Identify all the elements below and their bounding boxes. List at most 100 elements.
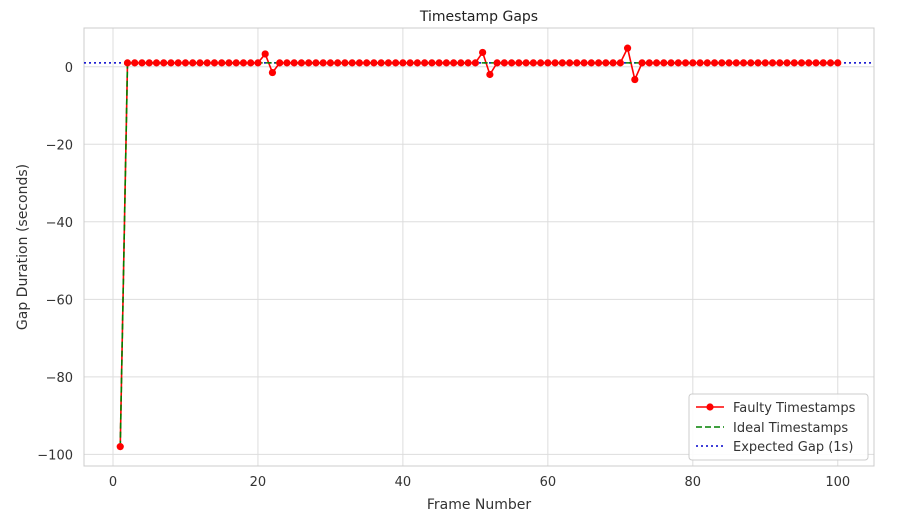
faulty-timestamp-point (834, 59, 842, 67)
faulty-timestamp-point (247, 59, 255, 67)
faulty-timestamp-point (210, 59, 219, 67)
faulty-timestamp-point (123, 59, 132, 67)
y-tick-label: −40 (46, 216, 73, 231)
faulty-timestamp-point (681, 59, 690, 67)
faulty-timestamp-point (355, 59, 364, 67)
faulty-timestamp-point (326, 59, 335, 67)
faulty-timestamp-point (754, 59, 762, 67)
faulty-timestamp-point (457, 59, 465, 67)
faulty-timestamp-point (196, 59, 204, 67)
faulty-timestamp-point (674, 59, 682, 67)
faulty-timestamp-point (623, 44, 632, 52)
x-tick-label: 80 (685, 475, 702, 490)
faulty-timestamp-point (225, 59, 233, 67)
faulty-timestamp-point (268, 68, 277, 77)
faulty-timestamp-point (558, 59, 566, 67)
faulty-timestamp-point (587, 59, 595, 67)
faulty-timestamp-point (116, 443, 124, 451)
faulty-timestamp-point (638, 59, 646, 67)
series-layer (84, 44, 874, 451)
faulty-timestamp-point (341, 59, 349, 67)
faulty-timestamp-point (276, 59, 284, 67)
x-tick-label: 100 (825, 475, 850, 490)
faulty-timestamp-point (819, 59, 827, 67)
faulty-timestamp-point (442, 59, 450, 67)
faulty-timestamp-point (609, 59, 617, 67)
faulty-timestamp-point (167, 59, 175, 67)
legend-marker-faulty (706, 403, 714, 411)
x-axis-title: Frame Number (427, 497, 532, 513)
faulty-timestamp-point (152, 59, 161, 67)
faulty-timestamp-point (406, 59, 414, 67)
faulty-timestamp-point (174, 59, 182, 67)
x-tick-label: 60 (540, 475, 557, 490)
faulty-timestamp-point (305, 59, 313, 67)
tick-labels: 0 20 40 60 80 100 0 −20 −40 −60 −80 −100 (37, 61, 850, 490)
faulty-timestamp-point (486, 70, 494, 79)
faulty-timestamp-point (203, 59, 211, 67)
faulty-timestamp-point (348, 59, 356, 67)
faulty-timestamp-point (428, 59, 436, 67)
faulty-timestamp-point (254, 59, 262, 67)
faulty-timestamp-point (718, 59, 726, 67)
faulty-timestamp-point (573, 59, 581, 67)
faulty-timestamp-point (616, 59, 624, 67)
faulty-timestamp-point (363, 59, 371, 67)
legend-entry-ideal-timestamps: Ideal Timestamps (733, 421, 848, 436)
faulty-timestamp-point (421, 59, 429, 67)
faulty-timestamp-point (471, 59, 479, 67)
chart-title: Timestamp Gaps (419, 9, 538, 25)
faulty-timestamp-point (283, 59, 291, 67)
faulty-timestamp-point (384, 59, 393, 67)
faulty-timestamp-point (732, 59, 740, 67)
faulty-timestamp-point (602, 59, 610, 67)
faulty-timestamp-point (261, 50, 269, 58)
plot-frame (83, 27, 875, 467)
faulty-timestamp-point (515, 59, 523, 67)
y-axis-title: Gap Duration (seconds) (15, 164, 31, 330)
faulty-timestamp-point (667, 59, 675, 67)
faulty-timestamp-point (529, 59, 537, 67)
faulty-timestamp-point (703, 59, 711, 67)
faulty-timestamp-point (464, 59, 472, 67)
faulty-timestamp-point (710, 59, 719, 67)
faulty-timestamp-point (500, 59, 508, 67)
faulty-timestamp-point (239, 59, 248, 67)
faulty-timestamp-point (145, 59, 153, 67)
faulty-timestamp-point (826, 59, 835, 67)
x-tick-label: 40 (395, 475, 412, 490)
y-tick-label: −60 (46, 293, 73, 308)
legend-entry-expected-gap: Expected Gap (1s) (733, 440, 853, 455)
faulty-timestamp-point (805, 59, 813, 67)
faulty-timestamp-point (631, 75, 639, 84)
y-tick-label: −20 (46, 138, 73, 153)
faulty-timestamp-point (739, 59, 748, 67)
faulty-timestamp-point (645, 59, 653, 67)
faulty-timestamp-point (776, 59, 784, 67)
faulty-timestamp-point (312, 59, 320, 67)
faulty-timestamp-point (594, 59, 603, 67)
faulty-timestamp-point (138, 59, 146, 67)
faulty-timestamp-point (522, 59, 530, 67)
faulty-timestamp-point (493, 59, 501, 67)
faulty-timestamp-point (377, 59, 385, 67)
faulty-timestamp-point (450, 59, 458, 67)
legend-box (688, 393, 869, 461)
faulty-timestamp-point (413, 59, 421, 67)
faulty-timestamp-point (660, 59, 668, 67)
faulty-timestamp-point (725, 59, 733, 67)
faulty-timestamp-point (392, 59, 400, 67)
faulty-timestamp-point (790, 59, 798, 67)
faulty-timestamp-point (696, 59, 704, 67)
x-tick-label: 0 (109, 475, 117, 490)
faulty-timestamp-point (160, 59, 168, 67)
faulty-timestamp-point (652, 59, 661, 67)
faulty-timestamp-point (747, 59, 755, 67)
grid-lines (84, 28, 874, 466)
faulty-timestamp-point (319, 59, 327, 67)
faulty-timestamp-point (290, 59, 298, 67)
x-tick-label: 20 (250, 475, 267, 490)
faulty-timestamp-point (399, 59, 407, 67)
faulty-timestamp-point (232, 59, 240, 67)
